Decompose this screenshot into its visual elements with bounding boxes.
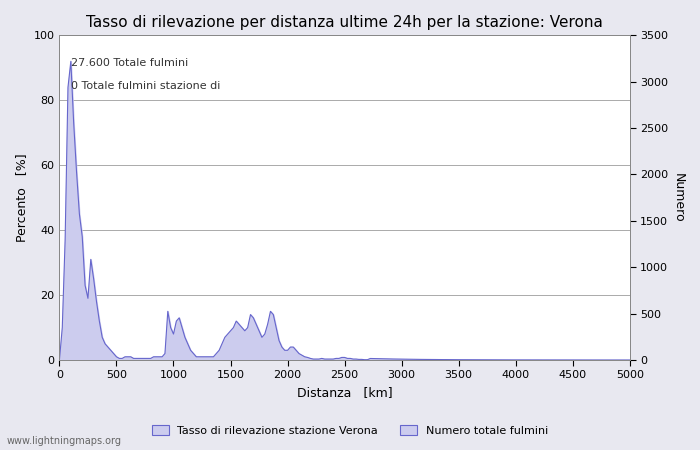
Text: 27.600 Totale fulmini: 27.600 Totale fulmini [71,58,188,68]
Text: www.lightningmaps.org: www.lightningmaps.org [7,436,122,446]
X-axis label: Distanza   [km]: Distanza [km] [297,386,393,399]
Title: Tasso di rilevazione per distanza ultime 24h per la stazione: Verona: Tasso di rilevazione per distanza ultime… [86,15,603,30]
Y-axis label: Percento   [%]: Percento [%] [15,153,28,242]
Legend: Tasso di rilevazione stazione Verona, Numero totale fulmini: Tasso di rilevazione stazione Verona, Nu… [148,420,552,440]
Text: 0 Totale fulmini stazione di: 0 Totale fulmini stazione di [71,81,220,91]
Y-axis label: Numero: Numero [672,173,685,222]
